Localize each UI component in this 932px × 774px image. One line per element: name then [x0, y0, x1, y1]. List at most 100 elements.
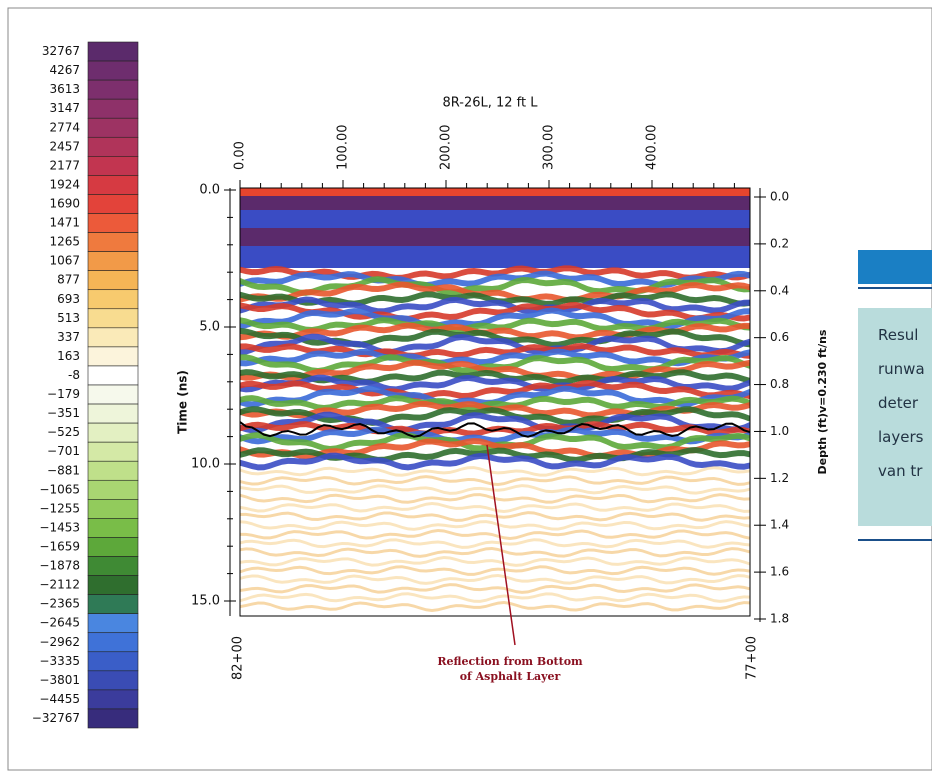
colorbar-label: −881: [47, 463, 80, 477]
top-tick-label: 300.00: [542, 125, 557, 171]
color-swatch: [87, 556, 139, 576]
right-tick-label: 1.8: [770, 612, 789, 626]
color-swatch: [87, 98, 139, 119]
left-tick-label: 0.0: [199, 183, 220, 198]
top-tick-label: 400.00: [645, 125, 660, 171]
band: [240, 411, 750, 434]
colorbar-label: −3335: [39, 654, 80, 668]
band: [240, 484, 750, 495]
colorbar-label: 693: [57, 292, 80, 306]
band: [240, 317, 750, 333]
color-swatch: [87, 175, 139, 195]
color-swatch: [87, 613, 139, 634]
colorbar-label: −4455: [39, 692, 80, 706]
band: [240, 475, 750, 486]
colorbar-label: −1453: [39, 520, 80, 534]
frame: [7, 7, 932, 771]
annotation-line: of Asphalt Layer: [460, 670, 561, 683]
color-swatch: [87, 632, 139, 653]
plot-title: 8R-26L, 12 ft L: [442, 96, 538, 111]
right-tick-label: 0.2: [770, 236, 789, 250]
band: [240, 188, 750, 196]
colorbar-label: −1878: [39, 559, 80, 573]
side-text: deter: [878, 394, 919, 412]
band: [240, 421, 750, 437]
band: [240, 333, 750, 356]
band: [240, 547, 750, 558]
colorbar-label: 32767: [42, 44, 80, 58]
radargram: [240, 188, 750, 616]
color-swatch: [87, 499, 139, 519]
band: [240, 511, 750, 522]
color-swatch: [87, 213, 139, 233]
color-swatch: [87, 365, 139, 386]
colorbar-label: −2112: [39, 578, 80, 592]
band: [240, 601, 750, 612]
band: [240, 592, 750, 603]
band: [240, 432, 750, 452]
colorbar-label: −351: [47, 406, 80, 420]
top-tick-label: 200.00: [439, 125, 454, 171]
colorbar-label: 163: [57, 349, 80, 363]
band: [240, 296, 750, 315]
color-swatch: [87, 708, 139, 729]
colorbar-label: 4267: [49, 63, 80, 77]
colorbar-label: 2177: [49, 158, 80, 172]
left-tick-label: 15.0: [191, 594, 220, 609]
band: [240, 291, 750, 307]
colorbar-label: 2457: [49, 139, 80, 153]
band: [240, 354, 750, 374]
color-swatch: [87, 575, 139, 595]
right-tick-label: 1.4: [770, 518, 789, 532]
color-swatch: [87, 460, 139, 481]
right-tick-label: 0.8: [770, 377, 789, 391]
bottom-left-label: 82+00: [231, 636, 246, 680]
colorbar-label: −32767: [32, 711, 80, 725]
color-swatch: [87, 308, 139, 329]
left-tick-label: 10.0: [191, 457, 220, 472]
color-swatch: [87, 537, 139, 557]
color-swatch: [87, 251, 139, 271]
color-swatch: [87, 422, 139, 443]
colorbar-label: 1471: [49, 216, 80, 230]
side-text: van tr: [878, 462, 923, 480]
colorbar-label: 877: [57, 273, 80, 287]
colorbar-label: −3801: [39, 673, 80, 687]
band: [240, 196, 750, 210]
top-tick-label: 0.00: [233, 141, 248, 170]
color-swatch: [87, 384, 139, 405]
colorbar-label: 337: [57, 330, 80, 344]
left-axis-label: Time (ns): [176, 370, 190, 434]
colorbar-label: 3147: [49, 101, 80, 115]
band: [240, 276, 750, 296]
color-swatch: [87, 289, 139, 310]
colorbar-label: −701: [47, 444, 80, 458]
band: [240, 385, 750, 408]
colorbar-label: −525: [47, 425, 80, 439]
band: [240, 374, 750, 393]
colorbar-label: 1265: [49, 235, 80, 249]
colorbar-label: 513: [57, 311, 80, 325]
side-panel: Resul runwa deter layers van tr: [858, 308, 932, 526]
side-text: runwa: [878, 360, 925, 378]
color-swatch: [87, 346, 139, 367]
band: [240, 302, 750, 322]
colorbar-label: −1065: [39, 482, 80, 496]
band: [240, 452, 750, 471]
band: [240, 529, 750, 540]
color-swatch: [87, 41, 139, 62]
color-swatch: [87, 194, 139, 214]
band: [240, 574, 750, 585]
band: [240, 556, 750, 567]
band: [240, 466, 750, 477]
colorbar-label: −1255: [39, 501, 80, 515]
band: [240, 328, 750, 348]
colorbar-label: −2365: [39, 597, 80, 611]
color-swatch: [87, 117, 139, 138]
band: [240, 502, 750, 513]
right-tick-label: 1.0: [770, 424, 789, 438]
plot-frame: [239, 187, 751, 617]
colorbar-label: 2774: [49, 120, 80, 134]
bottom-right-label: 77+00: [745, 636, 760, 680]
